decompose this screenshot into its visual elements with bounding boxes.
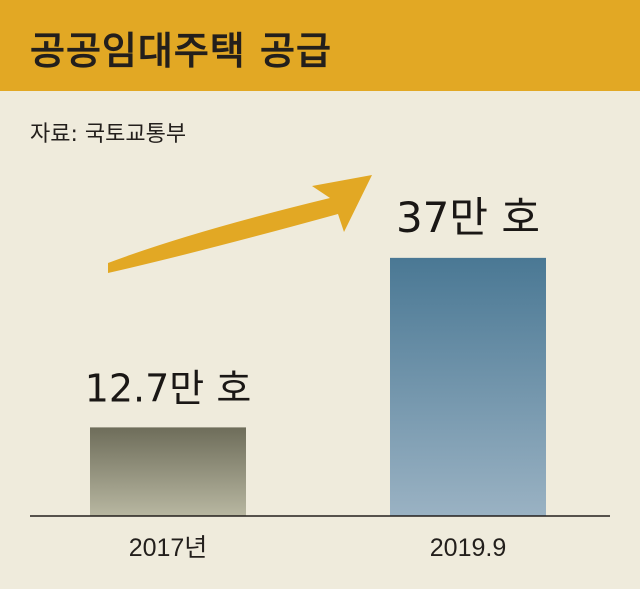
- x-tick-2017: 2017년: [129, 534, 208, 562]
- source-note: 자료: 국토교통부: [30, 122, 187, 147]
- bar-2017: [90, 427, 246, 516]
- title-banner: 공공임대주택 공급: [0, 0, 640, 91]
- x-tick-2019-9: 2019.9: [430, 534, 506, 562]
- bar-2019-9: [390, 257, 546, 516]
- increase-arrow-icon: [108, 175, 372, 273]
- data-label-2017: 12.7만 호: [85, 366, 252, 410]
- data-label-2019-9: 37만 호: [396, 193, 540, 242]
- chart-title: 공공임대주택 공급: [30, 29, 332, 73]
